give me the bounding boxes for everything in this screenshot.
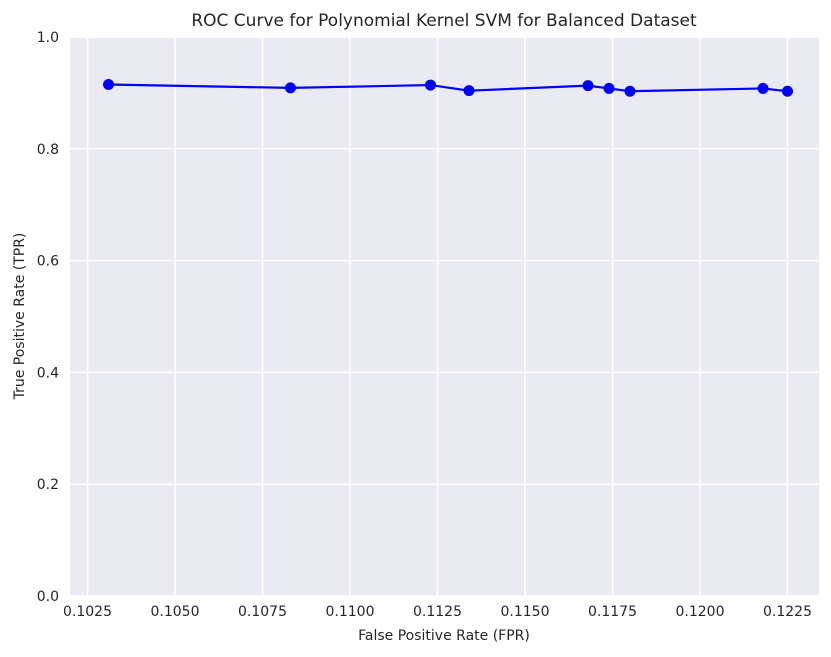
y-tick-label: 0.6	[37, 254, 59, 270]
x-tick-label: 0.1100	[326, 604, 375, 620]
data-point	[285, 82, 296, 94]
y-tick-label: 0.4	[37, 365, 59, 381]
y-tick-label: 0.2	[37, 477, 59, 493]
data-point	[782, 85, 793, 97]
x-axis-label: False Positive Rate (FPR)	[358, 628, 530, 644]
y-axis-label: True Positive Rate (TPR)	[12, 233, 28, 401]
x-tick-label: 0.1125	[413, 604, 462, 620]
chart-title: ROC Curve for Polynomial Kernel SVM for …	[191, 11, 697, 31]
data-point	[624, 85, 636, 97]
data-point	[463, 85, 475, 97]
x-tick-label: 0.1175	[588, 604, 637, 620]
y-tick-label: 0.8	[37, 142, 59, 158]
x-tick-label: 0.1225	[763, 604, 812, 620]
data-point	[425, 79, 436, 91]
y-tick-label: 1.0	[37, 30, 59, 46]
series-points	[103, 79, 793, 97]
y-tick-label: 0.0	[37, 589, 59, 605]
data-point	[757, 82, 769, 94]
x-tick-label: 0.1025	[63, 604, 112, 620]
grid-lines	[70, 36, 819, 597]
x-tick-label: 0.1200	[676, 604, 725, 620]
plot-background	[70, 37, 819, 596]
data-point	[582, 80, 594, 92]
tick-labels: 0.1025 0.1050 0.1075 0.1100 0.1125 0.1150 0.11…	[37, 30, 812, 620]
data-point	[603, 82, 615, 94]
x-tick-label: 0.1075	[238, 604, 287, 620]
x-tick-label: 0.1150	[501, 604, 550, 620]
data-point	[103, 79, 114, 91]
x-tick-label: 0.1050	[151, 604, 200, 620]
